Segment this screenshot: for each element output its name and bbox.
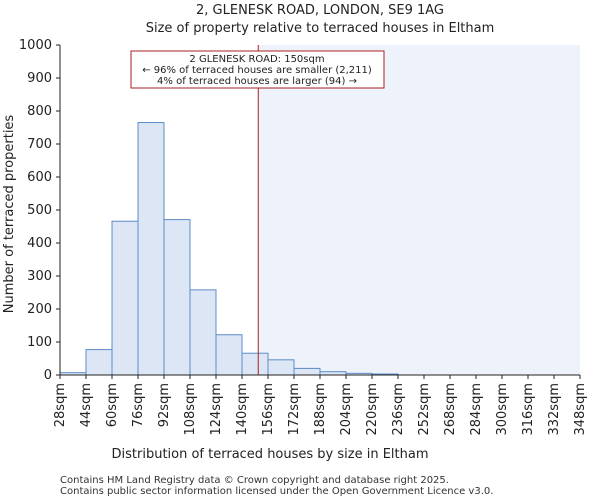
bar-92sqm	[163, 219, 191, 376]
annotation-line1: 2 GLENESK ROAD: 150sqm	[189, 54, 324, 65]
x-tick-label: 252sqm	[417, 383, 432, 436]
x-tick-label: 124sqm	[209, 383, 224, 436]
x-tick-label: 300sqm	[495, 383, 510, 436]
x-axis-title: Distribution of terraced houses by size …	[112, 447, 429, 462]
x-tick-label: 28sqm	[53, 383, 68, 427]
bar-172sqm	[293, 367, 321, 376]
x-ticks-group: 28sqm 44sqm 60sqm 76sqm 92sqm 108sqm 124sqm 140…	[53, 375, 588, 436]
y-tick-label: 600	[27, 170, 52, 185]
y-tick-label: 900	[27, 71, 52, 86]
y-axis-title: Number of terraced properties	[2, 115, 17, 314]
footer-line1: Contains HM Land Registry data © Crown c…	[60, 475, 449, 486]
bar-156sqm	[267, 359, 295, 376]
annotation-line3: 4% of terraced houses are larger (94) →	[157, 76, 357, 87]
bar-60sqm	[111, 220, 139, 376]
x-tick-label: 332sqm	[547, 383, 562, 436]
bar-124sqm	[215, 334, 243, 376]
chart-title-line2: Size of property relative to terraced ho…	[146, 21, 495, 36]
bars-group	[59, 122, 399, 376]
y-tick-label: 400	[27, 236, 52, 251]
annotation-line2: ← 96% of terraced houses are smaller (2,…	[142, 65, 372, 76]
y-tick-label: 200	[27, 302, 52, 317]
bar-140sqm	[241, 352, 269, 376]
x-tick-label: 236sqm	[391, 383, 406, 436]
y-tick-label: 500	[27, 203, 52, 218]
y-ticks-group: 0 100 200 300 400 500 600 700 800 900 1000	[19, 38, 60, 383]
x-tick-label: 204sqm	[339, 383, 354, 436]
chart-title-line1: 2, GLENESK ROAD, LONDON, SE9 1AG	[196, 3, 444, 18]
y-tick-label: 800	[27, 104, 52, 119]
x-tick-label: 108sqm	[183, 383, 198, 436]
bar-76sqm	[137, 122, 165, 376]
x-tick-label: 140sqm	[235, 383, 250, 436]
x-tick-label: 156sqm	[261, 383, 276, 436]
y-tick-label: 700	[27, 137, 52, 152]
x-tick-label: 92sqm	[157, 383, 172, 427]
x-tick-label: 268sqm	[443, 383, 458, 436]
y-tick-label: 0	[44, 368, 52, 383]
x-tick-label: 172sqm	[287, 383, 302, 436]
x-tick-label: 316sqm	[521, 383, 536, 436]
y-tick-label: 1000	[19, 38, 52, 53]
x-tick-label: 76sqm	[131, 383, 146, 427]
x-tick-label: 284sqm	[469, 383, 484, 436]
annotation-box	[130, 50, 385, 89]
x-tick-label: 348sqm	[573, 383, 588, 436]
y-tick-label: 300	[27, 269, 52, 284]
x-tick-label: 188sqm	[313, 383, 328, 436]
bar-44sqm	[85, 349, 113, 376]
x-tick-label: 60sqm	[105, 383, 120, 427]
x-tick-label: 44sqm	[79, 383, 94, 427]
bar-108sqm	[189, 289, 217, 376]
y-tick-label: 100	[27, 335, 52, 350]
highlight-region	[258, 45, 580, 375]
x-tick-label: 220sqm	[365, 383, 380, 436]
footer-line2: Contains public sector information licen…	[60, 486, 493, 497]
